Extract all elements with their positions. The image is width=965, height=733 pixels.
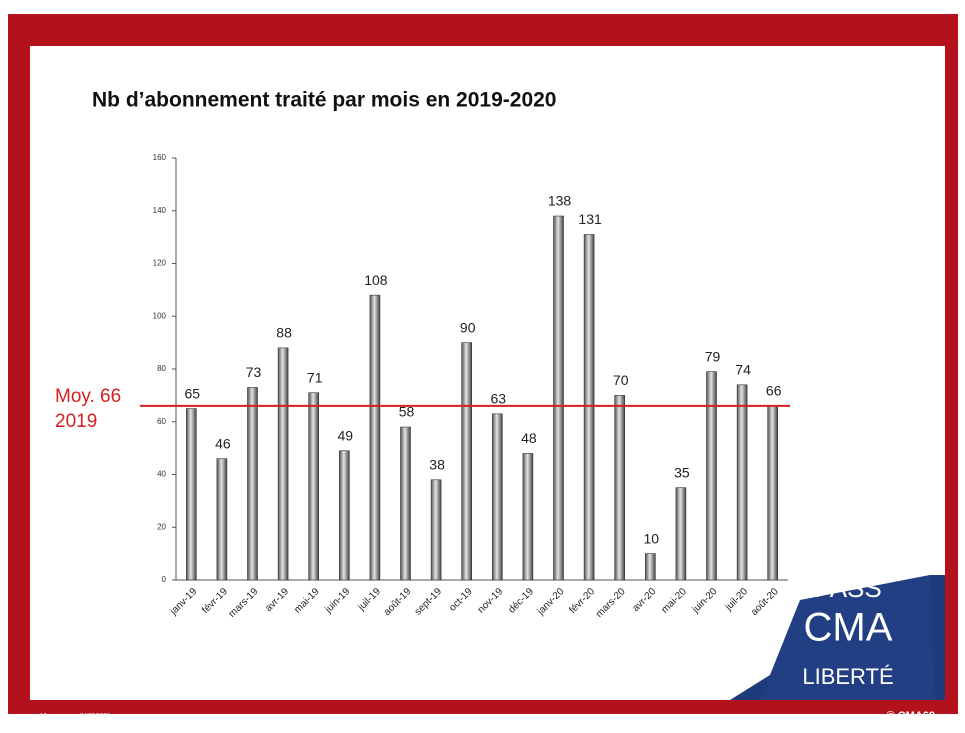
data-label: 63 (491, 391, 507, 407)
y-tick-label: 60 (157, 417, 166, 426)
bar (706, 371, 717, 581)
data-label: 35 (674, 464, 690, 480)
bar (583, 234, 595, 581)
bar (216, 458, 228, 581)
data-label: 46 (215, 435, 231, 451)
data-label: 38 (429, 456, 445, 472)
data-label: 66 (766, 383, 782, 399)
y-tick-label: 120 (153, 259, 167, 268)
bar (247, 387, 258, 581)
reference-label: 2019 (55, 411, 97, 432)
data-label: 88 (276, 325, 292, 341)
logo-text: PASS (814, 573, 881, 603)
y-tick-label: 100 (153, 311, 167, 320)
y-tick-label: 140 (153, 206, 167, 215)
data-label: 108 (364, 272, 388, 288)
y-tick-label: 40 (157, 470, 166, 479)
bar (369, 294, 381, 581)
bar (461, 342, 473, 581)
data-label: 10 (644, 530, 660, 546)
bar (186, 408, 197, 581)
bar (614, 395, 626, 581)
data-label: 65 (185, 385, 201, 401)
data-label: 49 (338, 427, 354, 443)
data-label: 138 (548, 193, 572, 209)
bar (491, 413, 503, 581)
bar (736, 384, 748, 581)
data-label: 58 (399, 404, 415, 420)
logo-text: LIBERTÉ (802, 664, 893, 689)
slide-body (30, 46, 945, 700)
footer-page: 19 (40, 714, 47, 720)
y-tick-label: 160 (153, 153, 167, 162)
footer-date: 24/09/2020 (80, 714, 111, 720)
data-label: 131 (578, 211, 602, 227)
bar (767, 405, 779, 581)
data-label: 48 (521, 430, 537, 446)
bar (400, 426, 411, 581)
chart-title: Nb d’abonnement traité par mois en 2019-… (92, 89, 556, 112)
bar (338, 450, 350, 581)
bar (308, 392, 320, 581)
data-label: 71 (307, 369, 323, 385)
bar (277, 347, 289, 581)
data-label: 79 (705, 348, 721, 364)
logo-shape-2 (760, 575, 935, 700)
footer-copyright: © CMA69 (887, 710, 935, 722)
bar (675, 487, 687, 581)
y-tick-label: 0 (162, 575, 167, 584)
data-label: 70 (613, 372, 629, 388)
data-label: 73 (246, 364, 262, 380)
bar (430, 479, 442, 581)
y-tick-label: 20 (157, 522, 166, 531)
logo-text: CMA (804, 606, 893, 650)
data-label: 90 (460, 319, 476, 335)
reference-label: Moy. 66 (55, 386, 121, 407)
bar (553, 215, 564, 581)
y-tick-label: 80 (157, 364, 166, 373)
data-label: 74 (735, 362, 751, 378)
bar (522, 453, 534, 581)
bar (644, 553, 656, 581)
